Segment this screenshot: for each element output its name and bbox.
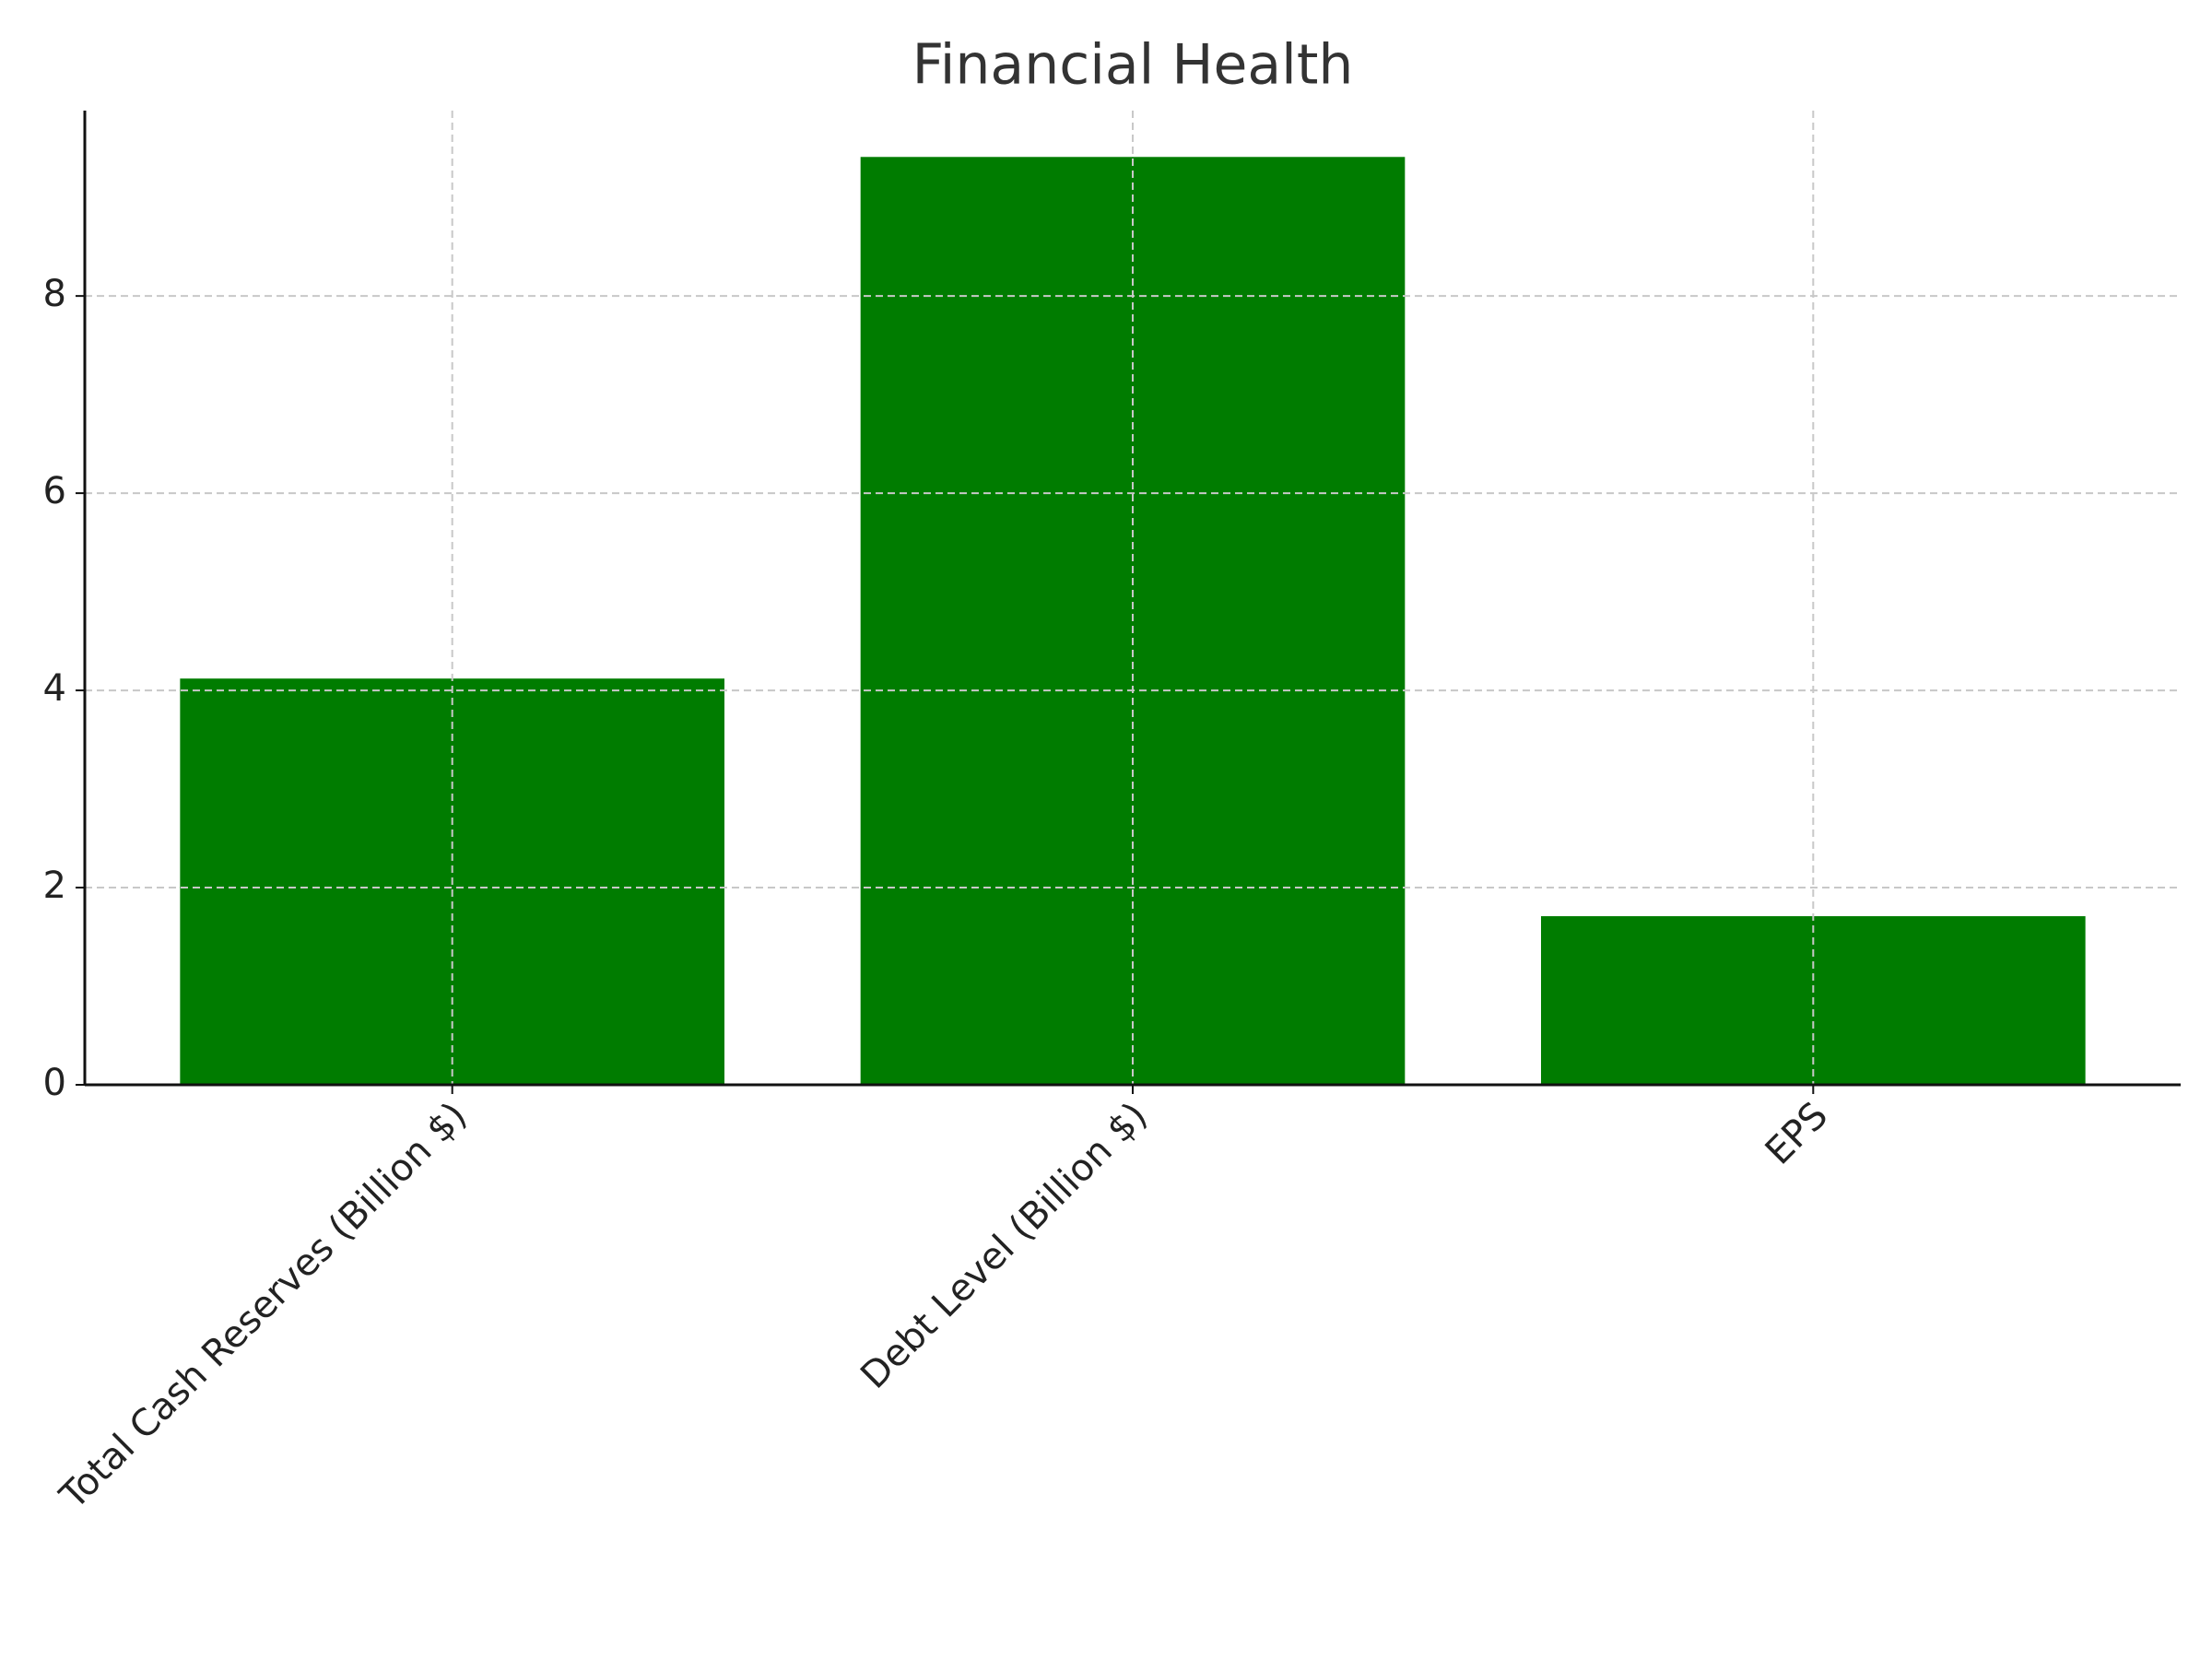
- x-tick-label: Debt Level (Billion $): [853, 1094, 1156, 1397]
- chart-title: Financial Health: [912, 33, 1354, 98]
- x-tick-label: EPS: [1758, 1094, 1836, 1172]
- y-tick-label: 8: [43, 273, 66, 315]
- y-tick-label: 6: [43, 470, 66, 512]
- y-tick-label: 2: [43, 865, 66, 907]
- y-tick-label: 0: [43, 1062, 66, 1104]
- x-tick-label: Total Cash Reserves (Billion $): [52, 1094, 476, 1518]
- y-tick-label: 4: [43, 667, 66, 710]
